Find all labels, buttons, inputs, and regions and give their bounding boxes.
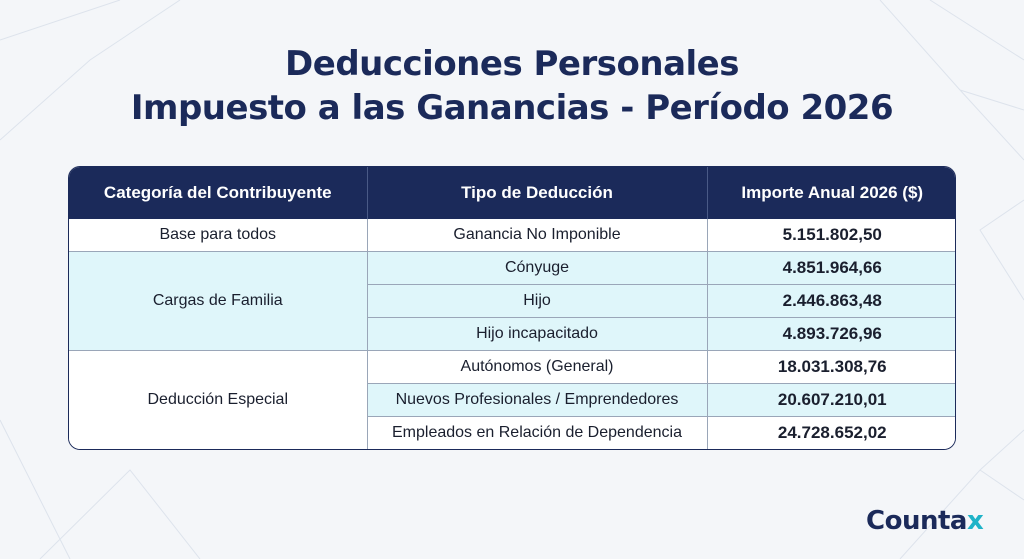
amount-cell: 4.893.726,96 — [707, 317, 955, 351]
deductions-table: Categoría del Contribuyente Tipo de Dedu… — [68, 166, 956, 450]
deduction-type-cell: Ganancia No Imponible — [367, 219, 708, 252]
logo-accent: x — [966, 506, 984, 536]
category-cell: Base para todos — [69, 219, 368, 252]
deduction-type-cell: Nuevos Profesionales / Emprendedores — [367, 383, 708, 417]
deduction-type-cell: Empleados en Relación de Dependencia — [367, 416, 708, 449]
deduction-type-cell: Hijo — [367, 284, 708, 318]
table-row: Cargas de Familia Cónyuge 4.851.964,66 — [69, 251, 955, 351]
amount-cell: 24.728.652,02 — [707, 416, 955, 449]
amount-cell: 5.151.802,50 — [707, 219, 955, 252]
deduction-type-cell: Hijo incapacitado — [367, 317, 708, 351]
logo-text: Counta — [866, 506, 967, 536]
table-row: Base para todos Ganancia No Imponible 5.… — [69, 219, 955, 252]
amount-cell: 20.607.210,01 — [707, 383, 955, 417]
amount-cell: 4.851.964,66 — [707, 251, 955, 285]
header-category: Categoría del Contribuyente — [69, 167, 368, 219]
header-deduction-type: Tipo de Deducción — [367, 167, 708, 219]
amount-cell: 2.446.863,48 — [707, 284, 955, 318]
deduction-type-cell: Autónomos (General) — [367, 350, 708, 384]
table-row: Nuevos Profesionales / Emprendedores 20.… — [69, 383, 955, 417]
category-cell: Cargas de Familia — [69, 251, 368, 351]
amount-cell: 18.031.308,76 — [707, 350, 955, 384]
page-title-line-1: Deducciones Personales — [285, 44, 739, 84]
deduction-type-cell: Cónyuge — [367, 251, 708, 285]
table-row: Empleados en Relación de Dependencia 24.… — [69, 416, 955, 449]
category-cell: Deducción Especial — [69, 350, 368, 449]
table-row: Deducción Especial Autónomos (General) 1… — [69, 350, 955, 449]
table-row: Hijo incapacitado 4.893.726,96 — [69, 317, 955, 351]
header-annual-amount: Importe Anual 2026 ($) — [707, 167, 955, 219]
page-title-line-2: Impuesto a las Ganancias - Período 2026 — [130, 88, 894, 128]
countax-logo: Countax — [866, 506, 984, 536]
table-row: Hijo 2.446.863,48 — [69, 284, 955, 318]
